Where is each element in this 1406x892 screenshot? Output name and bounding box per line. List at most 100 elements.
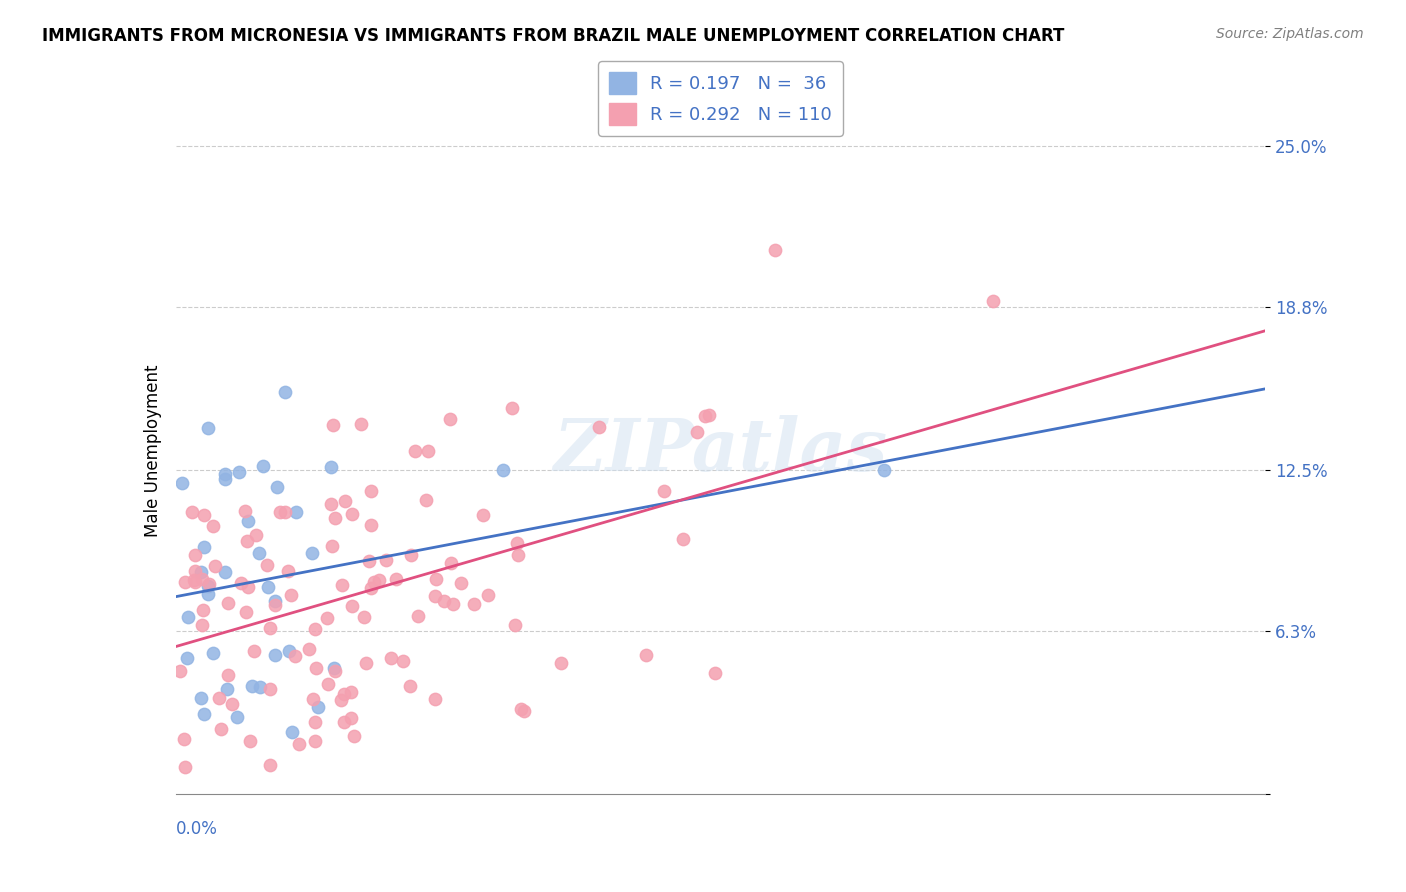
Point	[509, 701, 531, 715]
Point	[217, 682, 239, 697]
Point	[353, 610, 375, 624]
Point	[686, 425, 709, 439]
Point	[184, 574, 207, 589]
Point	[981, 294, 1004, 309]
Point	[190, 572, 212, 586]
Point	[238, 581, 260, 595]
Point	[243, 644, 266, 658]
Point	[256, 580, 278, 594]
Point	[354, 656, 377, 670]
Point	[274, 385, 297, 400]
Point	[264, 599, 287, 613]
Point	[193, 707, 215, 722]
Point	[477, 588, 499, 602]
Point	[321, 539, 343, 553]
Point	[305, 661, 328, 675]
Point	[506, 548, 529, 562]
Point	[439, 412, 461, 426]
Point	[198, 577, 221, 591]
Point	[343, 729, 366, 743]
Point	[433, 594, 456, 608]
Point	[280, 588, 302, 602]
Point	[304, 734, 326, 748]
Point	[588, 420, 610, 434]
Point	[214, 472, 236, 486]
Point	[307, 700, 329, 714]
Point	[360, 517, 382, 532]
Legend: R = 0.197   N =  36, R = 0.292   N = 110: R = 0.197 N = 36, R = 0.292 N = 110	[598, 62, 844, 136]
Point	[183, 564, 205, 578]
Y-axis label: Male Unemployment: Male Unemployment	[143, 364, 162, 537]
Point	[247, 546, 270, 560]
Point	[304, 715, 326, 730]
Point	[340, 711, 363, 725]
Point	[695, 409, 717, 424]
Point	[463, 597, 485, 611]
Point	[207, 691, 229, 706]
Point	[173, 732, 195, 747]
Point	[277, 564, 299, 578]
Point	[330, 578, 353, 592]
Point	[316, 677, 339, 691]
Point	[283, 648, 305, 663]
Point	[169, 664, 191, 678]
Point	[191, 617, 214, 632]
Point	[252, 458, 274, 473]
Point	[423, 590, 446, 604]
Point	[288, 737, 311, 751]
Point	[236, 514, 259, 528]
Point	[323, 661, 346, 675]
Point	[350, 417, 373, 431]
Text: ZIPatlas: ZIPatlas	[554, 415, 887, 486]
Point	[183, 573, 205, 587]
Point	[228, 465, 250, 479]
Point	[360, 581, 382, 595]
Point	[217, 597, 239, 611]
Point	[277, 644, 299, 658]
Point	[363, 575, 385, 590]
Point	[217, 668, 239, 682]
Point	[342, 599, 364, 613]
Point	[340, 685, 363, 699]
Text: IMMIGRANTS FROM MICRONESIA VS IMMIGRANTS FROM BRAZIL MALE UNEMPLOYMENT CORRELATI: IMMIGRANTS FROM MICRONESIA VS IMMIGRANTS…	[42, 27, 1064, 45]
Point	[513, 704, 536, 718]
Point	[259, 682, 281, 697]
Point	[367, 574, 389, 588]
Point	[360, 483, 382, 498]
Point	[763, 243, 786, 257]
Point	[425, 572, 447, 586]
Point	[399, 548, 422, 562]
Point	[221, 697, 243, 711]
Point	[259, 758, 281, 772]
Point	[240, 679, 263, 693]
Point	[193, 508, 215, 522]
Point	[506, 536, 529, 550]
Point	[269, 505, 291, 519]
Point	[697, 409, 720, 423]
Point	[204, 558, 226, 573]
Point	[197, 579, 219, 593]
Point	[266, 480, 288, 494]
Point	[190, 565, 212, 579]
Point	[190, 691, 212, 706]
Point	[285, 505, 308, 519]
Point	[471, 508, 494, 523]
Point	[263, 648, 285, 663]
Point	[264, 594, 287, 608]
Point	[226, 710, 249, 724]
Point	[325, 511, 347, 525]
Point	[201, 646, 224, 660]
Point	[319, 497, 342, 511]
Text: Source: ZipAtlas.com: Source: ZipAtlas.com	[1216, 27, 1364, 41]
Point	[501, 401, 523, 416]
Point	[170, 475, 193, 490]
Point	[181, 505, 204, 519]
Point	[281, 725, 304, 739]
Point	[418, 444, 440, 458]
Point	[236, 534, 259, 549]
Point	[672, 532, 695, 546]
Point	[176, 650, 198, 665]
Point	[550, 657, 572, 671]
Point	[359, 554, 381, 568]
Point	[342, 507, 364, 521]
